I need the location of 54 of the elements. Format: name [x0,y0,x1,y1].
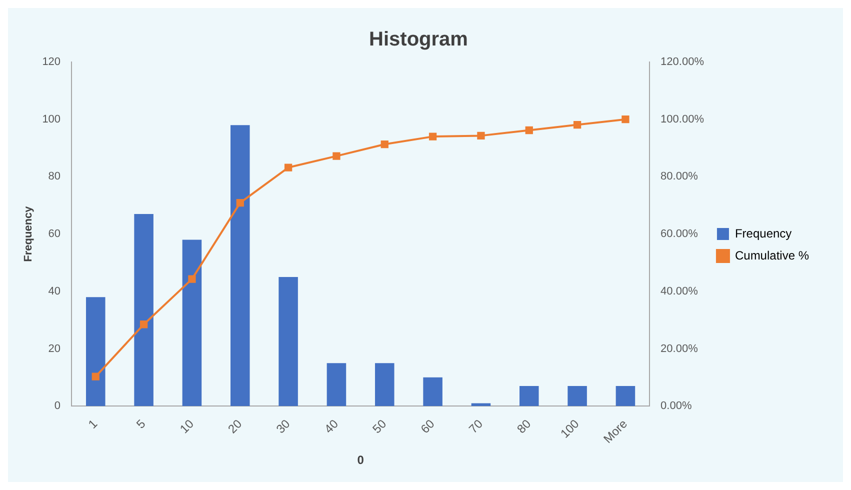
x-tick-label: 50 [370,416,390,436]
point [622,116,630,124]
x-tick-label: 80 [514,416,534,436]
bar [230,125,250,406]
chart-title: Histogram [369,28,468,51]
bar [471,403,491,406]
point [332,152,340,160]
point [477,132,485,140]
legend-label: Cumulative % [734,248,810,262]
y-tick-label: 20 [48,342,61,355]
y-tick-label: 100 [42,113,61,126]
y2-tick-label: 0.00% [660,400,692,412]
x-tick-label: 70 [466,416,486,436]
y-tick-label: 80 [48,170,61,183]
y2-tick-label: 20.00% [660,342,698,355]
point [236,198,244,207]
y-tick-label: 120 [42,56,61,68]
x-tick-label: 60 [418,416,438,436]
y2-tick-label: 80.00% [660,170,698,183]
bar [134,214,154,406]
point [428,132,437,140]
x-tick-label: 100 [558,416,582,441]
x-tick-label: 40 [322,416,342,436]
y2-tick-label: 120.00% [660,56,704,68]
bar [423,377,442,406]
legend-label: Frequency [734,226,792,240]
bar [520,386,539,406]
point [188,275,196,283]
x-tick-label: 30 [273,416,293,436]
y-axis-title: Frequency [22,205,35,262]
x-tick-label: 10 [177,416,197,436]
y2-tick-label: 100.00% [660,113,704,126]
x-tick-label: 5 [134,416,148,432]
bar [568,386,587,406]
bar [182,240,202,406]
bar [278,277,298,406]
bar [375,363,394,406]
y-tick-label: 40 [48,285,61,298]
y-tick-label: 0 [54,400,61,412]
bar [616,386,636,406]
x-tick-label: 1 [85,416,100,432]
point [140,320,148,328]
point [284,164,292,172]
bar [326,363,346,406]
point [525,126,533,134]
x-axis-title: 0 [357,453,364,468]
y2-tick-label: 40.00% [660,285,698,298]
bar [86,297,106,406]
point [380,140,388,148]
x-tick-label: 20 [225,416,245,436]
y2-tick-label: 60.00% [660,228,698,240]
point [573,120,582,129]
point [92,372,100,380]
y-tick-label: 60 [48,228,61,240]
